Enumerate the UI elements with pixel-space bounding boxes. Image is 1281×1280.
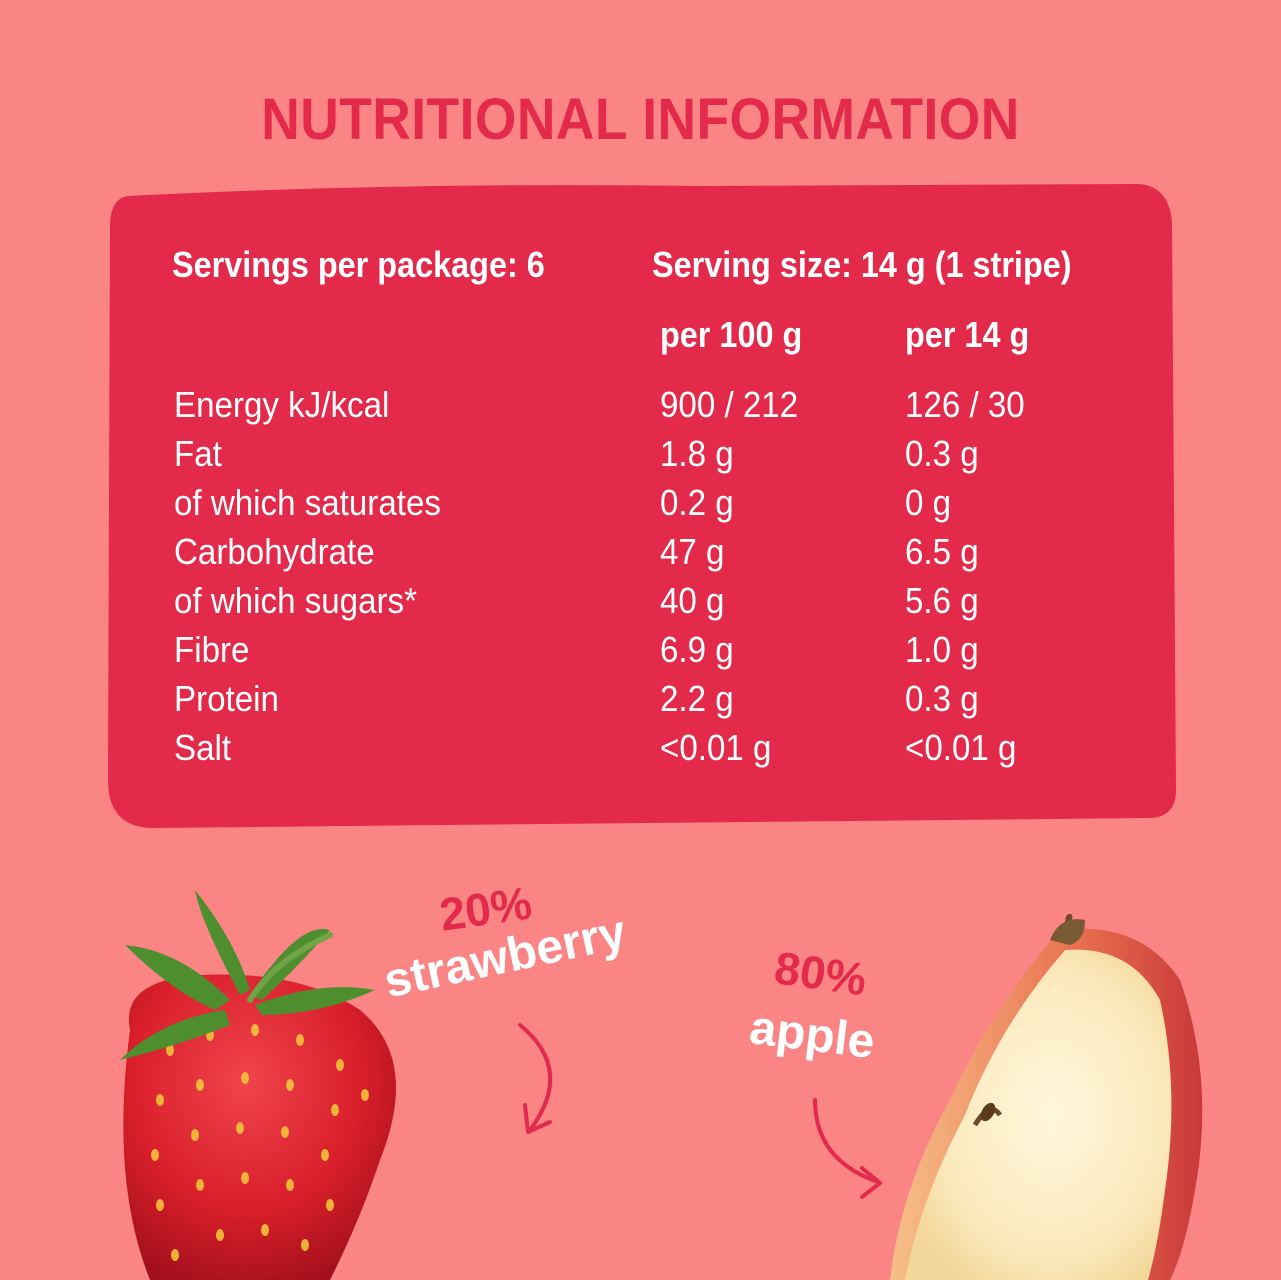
serving-size: Serving size: 14 g (1 stripe) xyxy=(652,244,1072,285)
strawberry-arrow-icon xyxy=(518,1023,553,1134)
nutrient-name: Salt xyxy=(174,727,232,768)
value-per-100g: 2.2 g xyxy=(660,678,734,719)
table-row: Fibre 6.9 g 1.0 g xyxy=(0,629,1281,678)
nutrient-name: Carbohydrate xyxy=(174,531,375,572)
value-per-14g: 0.3 g xyxy=(905,678,979,719)
value-per-100g: 0.2 g xyxy=(660,482,734,523)
value-per-14g: 1.0 g xyxy=(905,629,979,670)
value-per-100g: 40 g xyxy=(660,580,725,621)
value-per-14g: 0 g xyxy=(905,482,952,523)
table-row: Salt <0.01 g <0.01 g xyxy=(0,727,1281,776)
table-row: of which saturates 0.2 g 0 g xyxy=(0,482,1281,531)
fruit-illustrations xyxy=(120,890,1203,1280)
value-per-14g: 126 / 30 xyxy=(905,384,1025,425)
nutrient-name: Fat xyxy=(174,433,222,474)
column-header-per-100g: per 100 g xyxy=(660,314,803,355)
table-row: of which sugars* 40 g 5.6 g xyxy=(0,580,1281,629)
apple-image xyxy=(890,914,1203,1280)
value-per-100g: 900 / 212 xyxy=(660,384,799,425)
nutrient-name: Fibre xyxy=(174,629,250,670)
value-per-14g: 6.5 g xyxy=(905,531,979,572)
nutrient-name: of which sugars* xyxy=(174,580,418,621)
value-per-100g: 1.8 g xyxy=(660,433,734,474)
value-per-100g: 6.9 g xyxy=(660,629,734,670)
column-header-per-14g: per 14 g xyxy=(905,314,1030,355)
table-row: Protein 2.2 g 0.3 g xyxy=(0,678,1281,727)
table-row: Fat 1.8 g 0.3 g xyxy=(0,433,1281,482)
table-row: Carbohydrate 47 g 6.5 g xyxy=(0,531,1281,580)
strawberry-image xyxy=(120,890,397,1280)
table-row: Energy kJ/kcal 900 / 212 126 / 30 xyxy=(0,384,1281,433)
servings-per-package: Servings per package: 6 xyxy=(172,244,545,285)
nutrition-table: Servings per package: 6 Serving size: 14… xyxy=(0,244,1281,776)
nutrition-panel xyxy=(108,184,1176,828)
nutrient-name: Energy kJ/kcal xyxy=(174,384,390,425)
nutrient-name: of which saturates xyxy=(174,482,441,523)
page-title: NUTRITIONAL INFORMATION xyxy=(261,87,1020,152)
value-per-14g: <0.01 g xyxy=(905,727,1017,768)
value-per-14g: 0.3 g xyxy=(905,433,979,474)
value-per-14g: 5.6 g xyxy=(905,580,979,621)
apple-arrow-icon xyxy=(813,1098,882,1199)
value-per-100g: 47 g xyxy=(660,531,725,572)
value-per-100g: <0.01 g xyxy=(660,727,772,768)
nutrient-name: Protein xyxy=(174,678,279,719)
